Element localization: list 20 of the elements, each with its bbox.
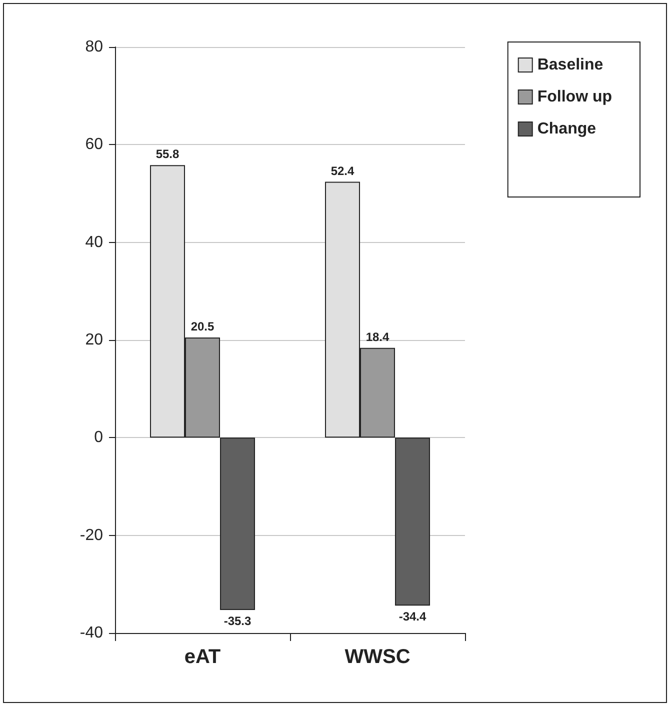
- data-label: 20.5: [190, 320, 214, 334]
- data-label: 55.8: [156, 147, 180, 162]
- y-tick-label: 20: [85, 332, 104, 348]
- x-tick-label: eAT: [184, 646, 221, 668]
- bar: [220, 438, 255, 610]
- legend-label: Baseline: [537, 56, 604, 74]
- data-label: 52.4: [330, 164, 354, 178]
- y-tick-label: 40: [85, 234, 104, 251]
- y-tick-label: 80: [85, 38, 104, 56]
- legend-label: Follow up: [537, 88, 612, 106]
- data-label: -34.4: [398, 610, 426, 624]
- y-tick-label: 0: [94, 429, 104, 446]
- data-label: 18.4: [366, 330, 390, 344]
- y-tick-label: 60: [85, 136, 104, 154]
- x-tick-label: WWSC: [344, 646, 410, 668]
- y-tick-label: -40: [80, 624, 104, 642]
- y-tick-label: -20: [80, 526, 104, 544]
- bar: [395, 438, 430, 606]
- legend-label: Change: [537, 120, 596, 138]
- data-label: -35.3: [224, 614, 252, 628]
